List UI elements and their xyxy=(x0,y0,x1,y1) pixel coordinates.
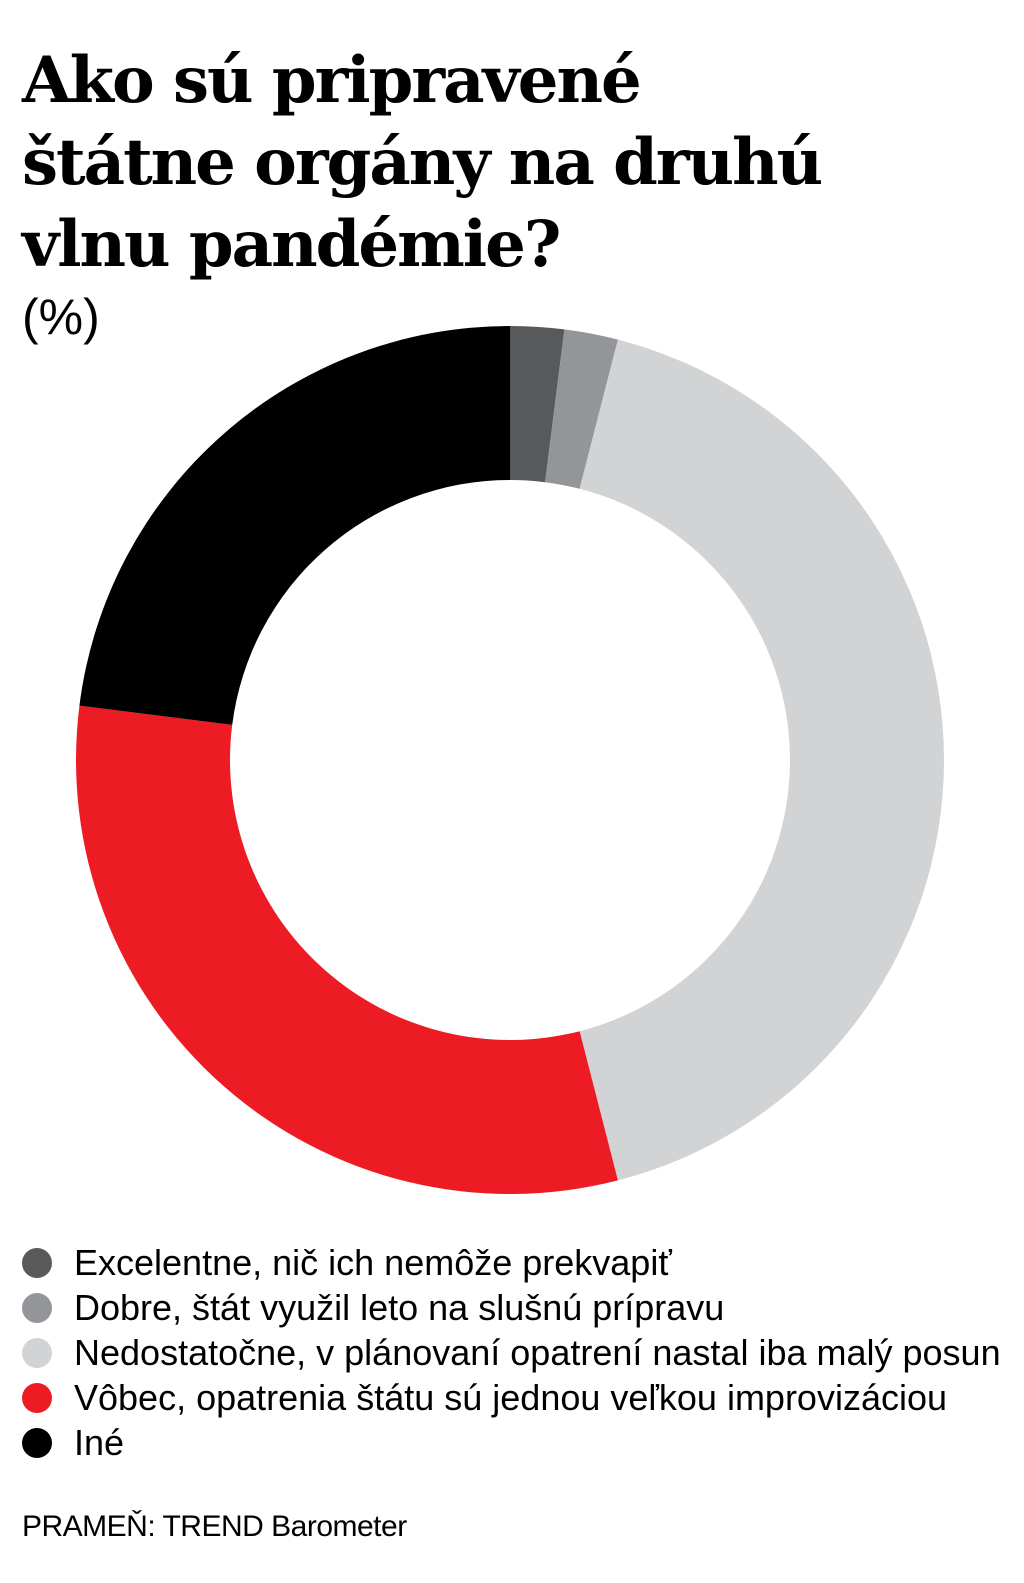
legend-swatch xyxy=(22,1427,52,1458)
legend-label: Iné xyxy=(74,1421,125,1463)
legend-swatch xyxy=(22,1382,52,1413)
legend-label: Vôbec, opatrenia štátu sú jednou veľkou … xyxy=(74,1376,948,1418)
legend-item: Nedostatočne, v plánovaní opatrení nasta… xyxy=(22,1330,1001,1375)
chart-title-line-1: Ako sú pripravené xyxy=(22,43,642,118)
legend-swatch xyxy=(22,1292,52,1323)
chart-title-line-2: štátne orgány na druhú xyxy=(22,125,823,200)
legend-label: Nedostatočne, v plánovaní opatrení nasta… xyxy=(74,1331,1001,1373)
legend-label: Excelentne, nič ich nemôže prekvapiť xyxy=(74,1241,672,1283)
donut-slice-4 xyxy=(75,705,618,1194)
donut-slice-1 xyxy=(510,326,565,483)
chart-title: Ako sú pripravené štátne orgány na druhú… xyxy=(22,40,1002,286)
legend-label: Dobre, štát využil leto na slušnú prípra… xyxy=(74,1286,725,1328)
legend-item: Iné xyxy=(22,1420,1001,1465)
legend-item: Dobre, štát využil leto na slušnú prípra… xyxy=(22,1285,1001,1330)
unit-label: (%) xyxy=(22,289,100,345)
legend-item: Vôbec, opatrenia štátu sú jednou veľkou … xyxy=(22,1375,1001,1420)
legend-swatch xyxy=(22,1247,52,1278)
donut-slice-3 xyxy=(579,339,944,1181)
legend-swatch xyxy=(22,1337,52,1368)
legend: Excelentne, nič ich nemôže prekvapiť Dobr… xyxy=(22,1240,1001,1465)
donut-slice-2 xyxy=(545,329,618,489)
donut-chart xyxy=(75,326,944,1194)
legend-item: Excelentne, nič ich nemôže prekvapiť xyxy=(22,1240,1001,1285)
chart-title-line-3: vlnu pandémie? xyxy=(22,207,561,282)
source-note: PRAMEŇ: TREND Barometer xyxy=(22,1510,407,1543)
donut-slice-5 xyxy=(79,326,511,725)
